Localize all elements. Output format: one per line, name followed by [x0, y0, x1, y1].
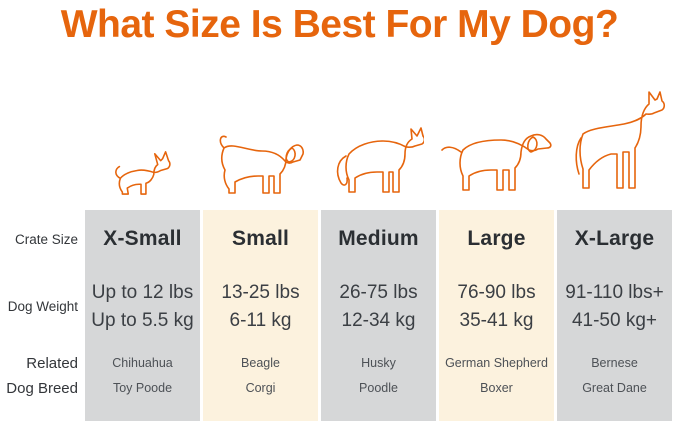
breed-1: Husky [361, 356, 396, 370]
breed-2: Great Dane [582, 381, 647, 395]
related-breed-cell: German Shepherd Boxer [439, 345, 554, 421]
row-label-dog-weight-text: Dog Weight [7, 299, 78, 314]
dog-weight-cell: 76-90 lbs 35-41 kg [439, 268, 554, 345]
column-x-small: X-Small Up to 12 lbs Up to 5.5 kg Chihua… [85, 210, 200, 421]
breed-1: German Shepherd [445, 356, 548, 370]
breed-2: Toy Poode [112, 381, 173, 395]
weight-lbs: 76-90 lbs [457, 281, 536, 303]
german-shepherd-icon [440, 117, 553, 198]
dog-weight-cell: Up to 12 lbs Up to 5.5 kg [85, 268, 200, 345]
related-breed-cell: Bernese Great Dane [557, 345, 672, 421]
weight-lbs: 91-110 lbs+ [565, 281, 664, 303]
weight-kg: Up to 5.5 kg [91, 309, 194, 331]
chihuahua-icon [111, 141, 173, 197]
column-large: Large 76-90 lbs 35-41 kg German Shepherd… [439, 210, 554, 421]
breed-1: Beagle [241, 356, 280, 370]
weight-lbs: Up to 12 lbs [91, 281, 194, 303]
dog-weight-cell: 13-25 lbs 6-11 kg [203, 268, 318, 345]
crate-size-value: Medium [338, 227, 419, 250]
weight-lbs: 26-75 lbs [339, 281, 418, 303]
column-medium: Medium 26-75 lbs 12-34 kg Husky Poodle [321, 210, 436, 421]
related-breed-cell: Chihuahua Toy Poode [85, 345, 200, 421]
breed-2: Corgi [245, 381, 276, 395]
column-small: Small 13-25 lbs 6-11 kg Beagle Corgi [203, 210, 318, 421]
page-title: What Size Is Best For My Dog? [60, 3, 619, 46]
breed-1: Chihuahua [112, 356, 173, 370]
row-label-crate-size-text: Crate Size [14, 231, 78, 247]
weight-kg: 41-50 kg+ [571, 309, 658, 331]
row-label-related-breed: Related Dog Breed [0, 338, 78, 414]
crate-size-value: Small [231, 227, 290, 250]
breed-2: Boxer [480, 381, 513, 395]
crate-size-value: X-Large [574, 227, 655, 250]
related-breed-cell: Beagle Corgi [203, 345, 318, 421]
weight-lbs: 13-25 lbs [221, 281, 300, 303]
great-dane-icon [562, 87, 666, 198]
dog-weight-cell: 26-75 lbs 12-34 kg [321, 268, 436, 345]
breed-1: Bernese [591, 356, 638, 370]
column-x-large: X-Large 91-110 lbs+ 41-50 kg+ Bernese Gr… [557, 210, 672, 421]
crate-size-value: X-Small [103, 227, 182, 250]
husky-icon [332, 115, 424, 199]
related-breed-cell: Husky Poodle [321, 345, 436, 421]
weight-kg: 12-34 kg [341, 309, 416, 331]
beagle-icon [216, 128, 304, 198]
dog-weight-cell: 91-110 lbs+ 41-50 kg+ [557, 268, 672, 345]
row-label-related-line2: Dog Breed [6, 380, 78, 397]
row-label-related-line1: Related [26, 355, 78, 372]
row-label-crate-size: Crate Size [0, 210, 78, 268]
crate-size-value: Large [467, 227, 526, 250]
weight-kg: 35-41 kg [459, 309, 534, 331]
row-label-dog-weight: Dog Weight [0, 268, 78, 345]
weight-kg: 6-11 kg [229, 309, 292, 331]
breed-2: Poodle [359, 381, 398, 395]
